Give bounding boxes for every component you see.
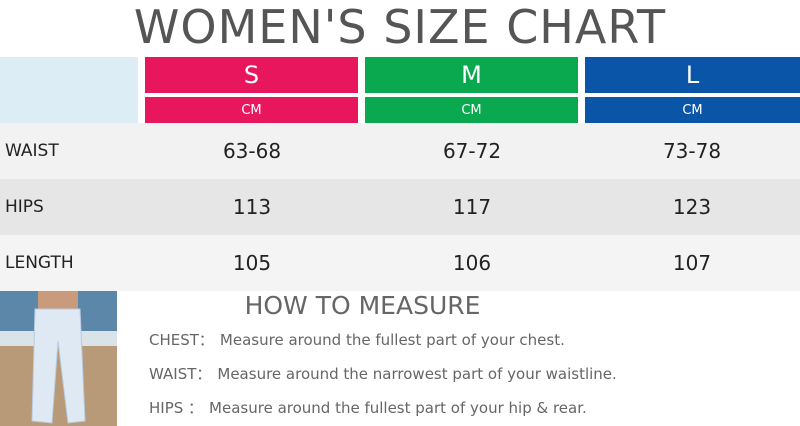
table-row bbox=[0, 235, 800, 291]
cell-value: 117 bbox=[452, 195, 492, 219]
measure-item: HIPS ： Measure around the fullest part of… bbox=[149, 397, 593, 418]
measure-title: HOW TO MEASURE bbox=[244, 291, 481, 320]
cell-value: 107 bbox=[672, 251, 712, 275]
measure-text: Measure around the narrowest part of you… bbox=[217, 365, 617, 383]
measure-text: Measure around the fullest part of your … bbox=[209, 399, 587, 417]
measure-item: CHEST： Measure around the fullest part of… bbox=[149, 329, 571, 350]
size-header: M bbox=[365, 57, 578, 93]
unit-header: CM bbox=[365, 97, 578, 123]
measure-label: WAIST： bbox=[149, 365, 212, 383]
unit-header: CM bbox=[585, 97, 800, 123]
size-header: S bbox=[145, 57, 358, 93]
row-label: LENGTH bbox=[5, 253, 74, 273]
cell-value: 73-78 bbox=[662, 139, 722, 163]
table-row bbox=[0, 179, 800, 235]
measure-label: CHEST： bbox=[149, 331, 214, 349]
cell-value: 67-72 bbox=[442, 139, 502, 163]
model-photo bbox=[0, 291, 117, 426]
table-row bbox=[0, 123, 800, 179]
cell-value: 113 bbox=[232, 195, 272, 219]
unit-header: CM bbox=[145, 97, 358, 123]
measure-label: HIPS ： bbox=[149, 399, 204, 417]
row-label: WAIST bbox=[5, 141, 59, 161]
cell-value: 105 bbox=[232, 251, 272, 275]
title: WOMEN'S SIZE CHART bbox=[133, 0, 667, 54]
corner-cell bbox=[0, 57, 138, 123]
cell-value: 123 bbox=[672, 195, 712, 219]
measure-item: WAIST： Measure around the narrowest part … bbox=[149, 363, 623, 384]
cell-value: 106 bbox=[452, 251, 492, 275]
measure-text: Measure around the fullest part of your … bbox=[219, 331, 565, 349]
cell-value: 63-68 bbox=[222, 139, 282, 163]
row-label: HIPS bbox=[5, 197, 44, 217]
size-header: L bbox=[585, 57, 800, 93]
